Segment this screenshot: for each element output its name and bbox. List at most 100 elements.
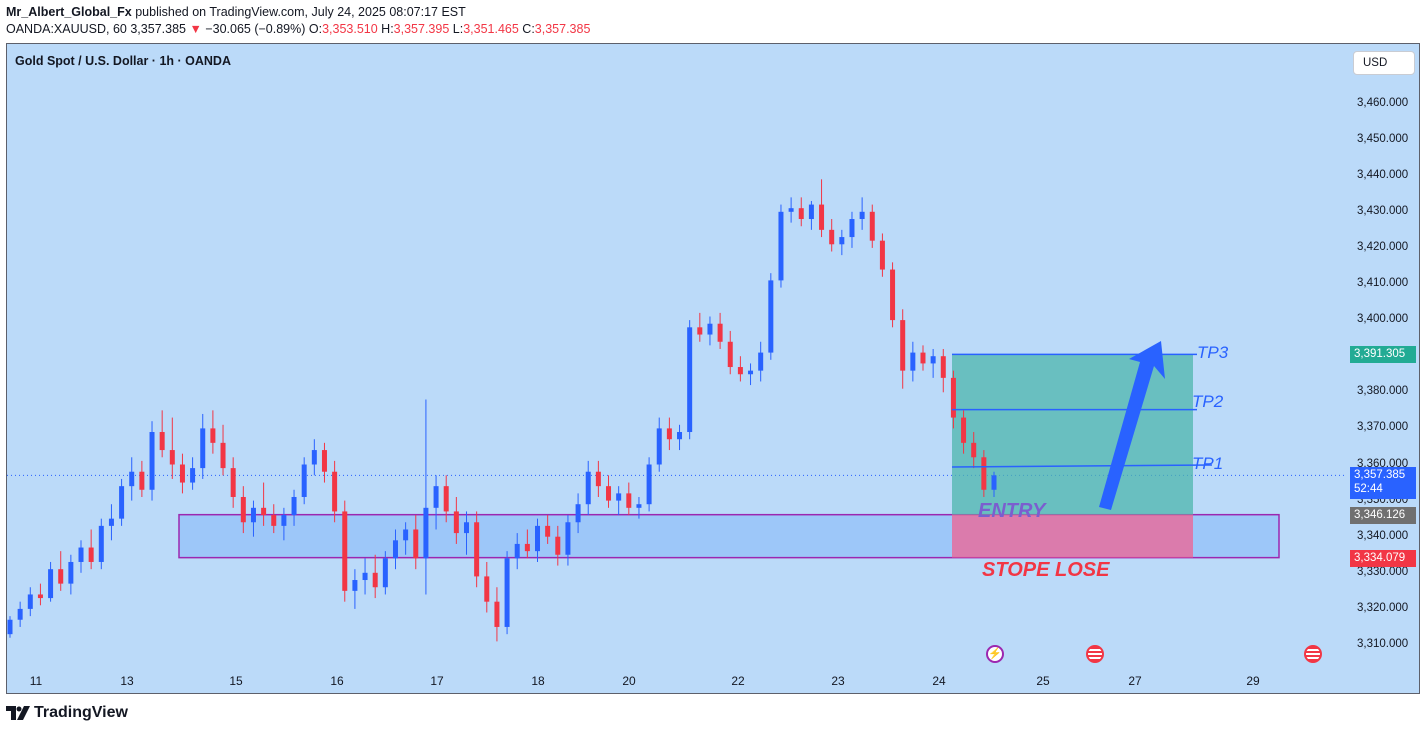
tp1-line: [951, 464, 1213, 468]
time-tick: 23: [831, 674, 845, 688]
candle-body: [78, 547, 84, 562]
price-tick: 3,380.000: [1357, 385, 1409, 398]
last-price-label: 3,357.385 52:44: [1350, 467, 1416, 500]
candle-body: [646, 464, 652, 505]
candle-body: [697, 327, 703, 335]
candle-body: [68, 561, 74, 584]
candle-body: [250, 507, 256, 523]
candle-body: [403, 529, 409, 541]
candle-body: [27, 594, 33, 609]
currency-button[interactable]: USD: [1353, 51, 1415, 75]
candle-body: [849, 219, 855, 238]
tradingview-logo[interactable]: TradingView: [6, 704, 128, 722]
us-flag-event-icon[interactable]: [1086, 645, 1104, 663]
high-value: 3,357.395: [393, 22, 450, 36]
time-tick: 29: [1246, 674, 1260, 688]
chart-pane[interactable]: Gold Spot / U.S. Dollar · 1h · OANDA USD…: [6, 43, 1420, 694]
candle-body: [991, 475, 997, 490]
candle-body: [798, 208, 804, 220]
tp3-label: TP3: [1197, 343, 1229, 363]
price-tick: 3,360.000: [1357, 457, 1409, 470]
lightning-event-icon[interactable]: ⚡: [986, 645, 1004, 663]
candle-body: [910, 352, 916, 371]
candle-body: [535, 525, 541, 552]
candle-body: [200, 428, 206, 469]
candle-body: [879, 240, 885, 270]
candle-body: [930, 356, 936, 364]
chart-title: Gold Spot / U.S. Dollar · 1h · OANDA: [15, 54, 231, 68]
price-tick: 3,460.000: [1357, 96, 1409, 109]
tradingview-icon: [6, 706, 30, 720]
price-change: −30.065 (−0.89%): [205, 22, 306, 36]
candle-body: [575, 504, 581, 523]
candle-body: [423, 507, 429, 559]
price-tick: 3,450.000: [1357, 132, 1409, 145]
candle-body: [382, 558, 388, 588]
candle-body: [443, 486, 449, 512]
price-chart[interactable]: [7, 44, 1420, 694]
time-tick: 13: [120, 674, 134, 688]
candle-body: [88, 547, 94, 562]
candle-body: [707, 323, 713, 335]
candle-body: [555, 536, 561, 555]
time-tick: 16: [330, 674, 344, 688]
time-tick: 17: [430, 674, 444, 688]
target-zone: [952, 354, 1193, 515]
symbol-interval: OANDA:XAUUSD, 60: [6, 22, 127, 36]
candle-body: [210, 428, 216, 443]
candle-body: [524, 543, 530, 552]
candle-body: [474, 522, 480, 577]
candle-body: [859, 211, 865, 220]
price-tick: 3,340.000: [1357, 529, 1409, 542]
candle-body: [139, 471, 145, 490]
candle-body: [514, 543, 520, 559]
open-label: O:: [308, 22, 323, 36]
candle-body: [778, 211, 784, 281]
candle-body: [48, 569, 54, 599]
candle-body: [169, 450, 175, 465]
candle-body: [58, 569, 64, 584]
price-tick: 3,430.000: [1357, 204, 1409, 217]
entry-label: ENTRY: [978, 499, 1046, 522]
tp-price-label: 3,391.305: [1350, 346, 1416, 364]
candle-body: [748, 370, 754, 375]
candle-body: [666, 428, 672, 440]
candle-body: [677, 432, 683, 440]
candle-body: [220, 442, 226, 469]
tp2-label: TP2: [1192, 391, 1224, 411]
price-tick: 3,410.000: [1357, 277, 1409, 289]
time-tick: 20: [622, 674, 636, 688]
time-tick: 25: [1036, 674, 1050, 688]
candle-body: [230, 468, 236, 497]
candle-body: [595, 471, 601, 487]
candle-body: [413, 529, 419, 559]
candle-body: [737, 367, 743, 375]
down-arrow-icon: ▼: [189, 22, 202, 36]
candle-body: [819, 204, 825, 230]
author-name[interactable]: Mr_Albert_Global_Fx: [6, 5, 132, 19]
candle-body: [433, 486, 439, 508]
low-value: 3,351.465: [463, 22, 519, 36]
close-value: 3,357.385: [534, 22, 591, 36]
candle-body: [37, 594, 43, 599]
candle-body: [758, 352, 764, 371]
candle-body: [768, 280, 774, 353]
candle-body: [281, 515, 287, 526]
candle-body: [971, 442, 977, 458]
candle-body: [687, 327, 693, 433]
candle-body: [829, 229, 835, 245]
us-flag-event-icon[interactable]: [1304, 645, 1322, 663]
low-label: L:: [452, 22, 464, 36]
candle-body: [240, 496, 246, 523]
candle-body: [17, 608, 23, 620]
price-tick: 3,330.000: [1357, 565, 1409, 578]
price-tick: 3,320.000: [1357, 601, 1409, 614]
candle-body: [961, 417, 967, 443]
candle-body: [108, 518, 114, 526]
candle-body: [129, 471, 135, 487]
candle-body: [900, 320, 906, 371]
candle-body: [463, 522, 469, 534]
close-label: C:: [522, 22, 535, 36]
stop-loss-label: STOPE LOSE: [982, 558, 1110, 581]
candle-body: [656, 428, 662, 465]
